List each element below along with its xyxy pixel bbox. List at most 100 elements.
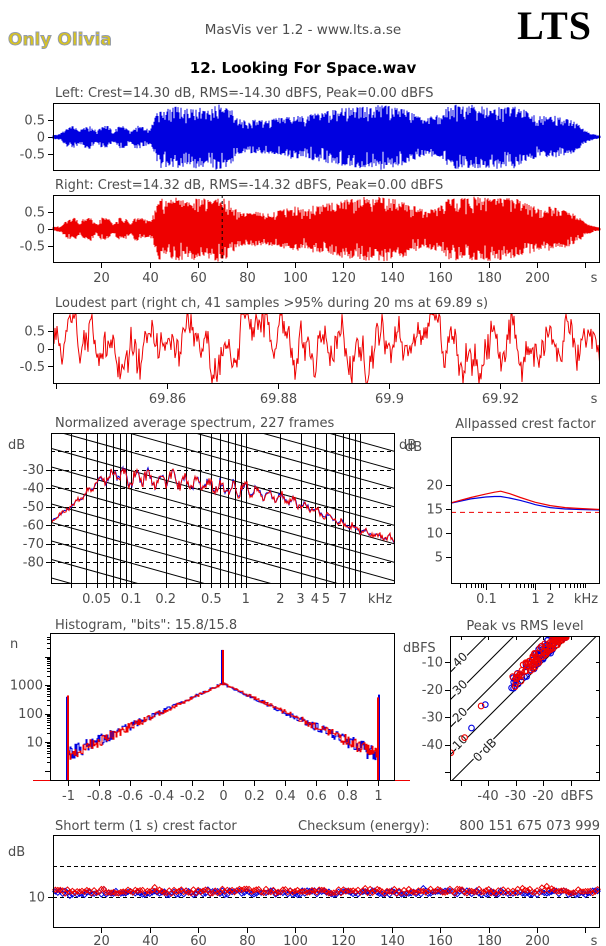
y-tick-label: 100 [18, 707, 43, 722]
x-tick-label: 180 [477, 934, 502, 946]
x-tick-label: 20 [93, 934, 110, 946]
tilt-line [51, 466, 395, 563]
short-term-crest-plot: Short term (1 s) crest factor Checksum (e… [8, 819, 601, 946]
x-tick-label: 4 [311, 592, 319, 607]
tilt-line [326, 433, 395, 452]
plot-frame [53, 195, 600, 263]
scatter-point [533, 657, 541, 664]
x-tick-label: 0.6 [306, 789, 327, 804]
right-waveform-title: Right: Crest=14.32 dB, RMS=-14.32 dBFS, … [55, 178, 443, 193]
track-title: 12. Looking For Space.wav [189, 59, 417, 77]
watermark-text: Only Olivia [8, 30, 113, 51]
y-tick-label: -30 [23, 463, 44, 478]
x-tick-label: 0 [219, 789, 227, 804]
loudest-part-trace [53, 313, 600, 384]
spectrum-right-trace [51, 467, 395, 546]
x-tick-label: 0.05 [82, 592, 111, 607]
scatter-point [549, 640, 557, 647]
allpass-left-curve [450, 495, 601, 511]
scatter-point [508, 684, 515, 692]
tilt-line [126, 433, 395, 508]
scatter-point [557, 636, 564, 644]
scatter-point [513, 670, 521, 678]
tilt-line [60, 433, 395, 526]
diagonal-label: 40 [450, 649, 471, 670]
y-axis-label: n [10, 637, 18, 652]
x-tick-label: 69.86 [149, 392, 186, 407]
x-tick-label: 80 [239, 934, 256, 946]
plot-frame [450, 636, 600, 781]
x-tick-label: 40 [142, 934, 159, 946]
scatter-point [556, 636, 563, 640]
x-tick-label: 20 [93, 271, 110, 286]
y-tick-label: 10 [28, 891, 45, 906]
plot-frame [53, 835, 600, 928]
x-tick-label: 160 [428, 271, 453, 286]
left-waveform-plot: Left: Crest=14.30 dB, RMS=-14.30 dBFS, P… [20, 86, 601, 171]
crest-markers [52, 882, 601, 897]
y-tick-label: 10 [26, 736, 43, 751]
y-tick-label: -40 [23, 482, 44, 497]
y-tick-label: 0 [37, 342, 45, 357]
x-tick-label: -1 [62, 789, 75, 804]
y-tick-label: -0.5 [20, 360, 45, 375]
scatter-point [536, 644, 544, 652]
y-axis-label: dB [405, 440, 422, 455]
y-tick-label: -80 [23, 556, 44, 571]
x-tick-label: -30 [505, 789, 526, 804]
left-waveform-trace [52, 104, 601, 170]
y-tick-label: -30 [422, 711, 443, 726]
y-tick-label: -0.5 [20, 148, 45, 163]
allpass-right-curve [450, 490, 601, 511]
x-tick-label: 60 [190, 271, 207, 286]
y-tick-label: 0.5 [24, 114, 45, 129]
scatter-point [529, 665, 537, 673]
scatter-point [561, 636, 569, 640]
tilt-line [51, 521, 275, 584]
x-tick-label: 0.1 [476, 592, 497, 607]
x-tick-label: 0.1 [121, 592, 142, 607]
x-tick-label: 2 [546, 592, 554, 607]
y-tick-label: -60 [23, 519, 44, 534]
crest-diagonal [450, 636, 543, 729]
scatter-point [526, 657, 534, 665]
peak-vs-rms-title: Peak vs RMS level [466, 619, 583, 634]
diagonal-label: 10 [450, 732, 471, 753]
x-tick-label: 5 [322, 592, 330, 607]
y-tick-label: 0 [37, 131, 45, 146]
x-tick-label: 200 [525, 934, 550, 946]
left-waveform-title: Left: Crest=14.30 dB, RMS=-14.30 dBFS, P… [55, 86, 434, 101]
scatter-point [481, 701, 489, 708]
y-tick-label: 0.5 [24, 206, 45, 221]
y-tick-label: 0 [37, 223, 45, 238]
x-tick-label: 0.5 [201, 592, 222, 607]
allpassed-crest-title: Allpassed crest factor [455, 417, 596, 432]
y-tick-label: 20 [426, 479, 443, 494]
x-unit-label: dBFS [561, 789, 594, 804]
spectrum-title: Normalized average spectrum, 227 frames [55, 416, 334, 431]
plot-frame [451, 437, 600, 584]
lts-logo: LTS [517, 3, 592, 48]
checksum-value: 800 151 675 073 999 [459, 819, 600, 834]
scatter-point [532, 656, 540, 663]
y-tick-label: -40 [422, 738, 443, 753]
scatter-point [512, 680, 519, 688]
tilt-line [51, 558, 142, 584]
x-unit-label: kHz [574, 592, 598, 607]
x-tick-label: 100 [283, 934, 308, 946]
x-tick-label: 80 [239, 271, 256, 286]
short-term-crest-title: Short term (1 s) crest factor [55, 819, 237, 834]
plot-frame [53, 313, 600, 384]
crest-diagonal [450, 636, 515, 701]
x-tick-label: -20 [532, 789, 553, 804]
x-tick-label: 100 [283, 271, 308, 286]
checksum-label: Checksum (energy): [298, 819, 430, 834]
plot-frame [53, 103, 600, 171]
x-tick-label: 69.9 [375, 392, 404, 407]
x-unit-label: kHz [368, 592, 392, 607]
plot-frame [50, 633, 395, 781]
y-tick-label: -0.5 [20, 240, 45, 255]
x-tick-label: 120 [331, 271, 356, 286]
x-tick-label: 0.8 [337, 789, 358, 804]
